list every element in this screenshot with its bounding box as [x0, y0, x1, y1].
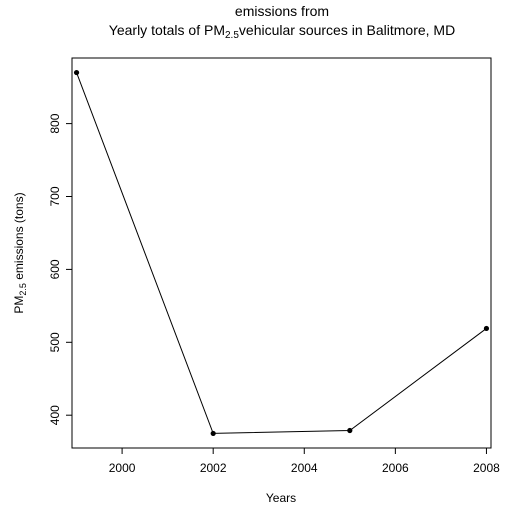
data-point — [347, 427, 353, 434]
x-tick-label: 2000 — [109, 461, 136, 475]
ylabel-suffix: emissions (tons) — [12, 192, 26, 283]
y-tick-label: 400 — [48, 405, 62, 425]
title-subscript: 2.5 — [225, 30, 239, 41]
data-point — [483, 325, 490, 332]
x-axis-label: Years — [266, 491, 296, 505]
y-tick-label: 800 — [48, 113, 62, 133]
x-tick-label: 2008 — [473, 461, 500, 475]
series-emissions — [73, 69, 490, 437]
ylabel-prefix: PM — [12, 296, 26, 314]
chart-title-line-2: Yearly totals of PM2.5vehicular sources … — [109, 22, 455, 41]
plot-frame — [71, 57, 492, 449]
x-axis: 2000 2002 2004 2006 2008 — [109, 448, 500, 475]
x-tick-label: 2004 — [291, 461, 318, 475]
title-suffix: vehicular sources in Balitmore, MD — [239, 22, 455, 38]
y-tick-label: 600 — [48, 259, 62, 279]
y-tick-label: 500 — [48, 332, 62, 352]
data-point — [210, 430, 216, 437]
data-point — [73, 69, 80, 76]
y-axis: 400 500 600 700 800 — [48, 113, 72, 425]
x-tick-label: 2002 — [200, 461, 227, 475]
y-tick-label: 700 — [48, 186, 62, 206]
y-axis-label: PM2.5 emissions (tons) — [12, 192, 28, 313]
ylabel-subscript: 2.5 — [18, 283, 28, 296]
series-line — [76, 72, 487, 434]
title-prefix: Yearly totals of PM — [109, 22, 225, 38]
x-tick-label: 2006 — [382, 461, 409, 475]
chart-title-line-1: emissions from — [235, 3, 329, 19]
